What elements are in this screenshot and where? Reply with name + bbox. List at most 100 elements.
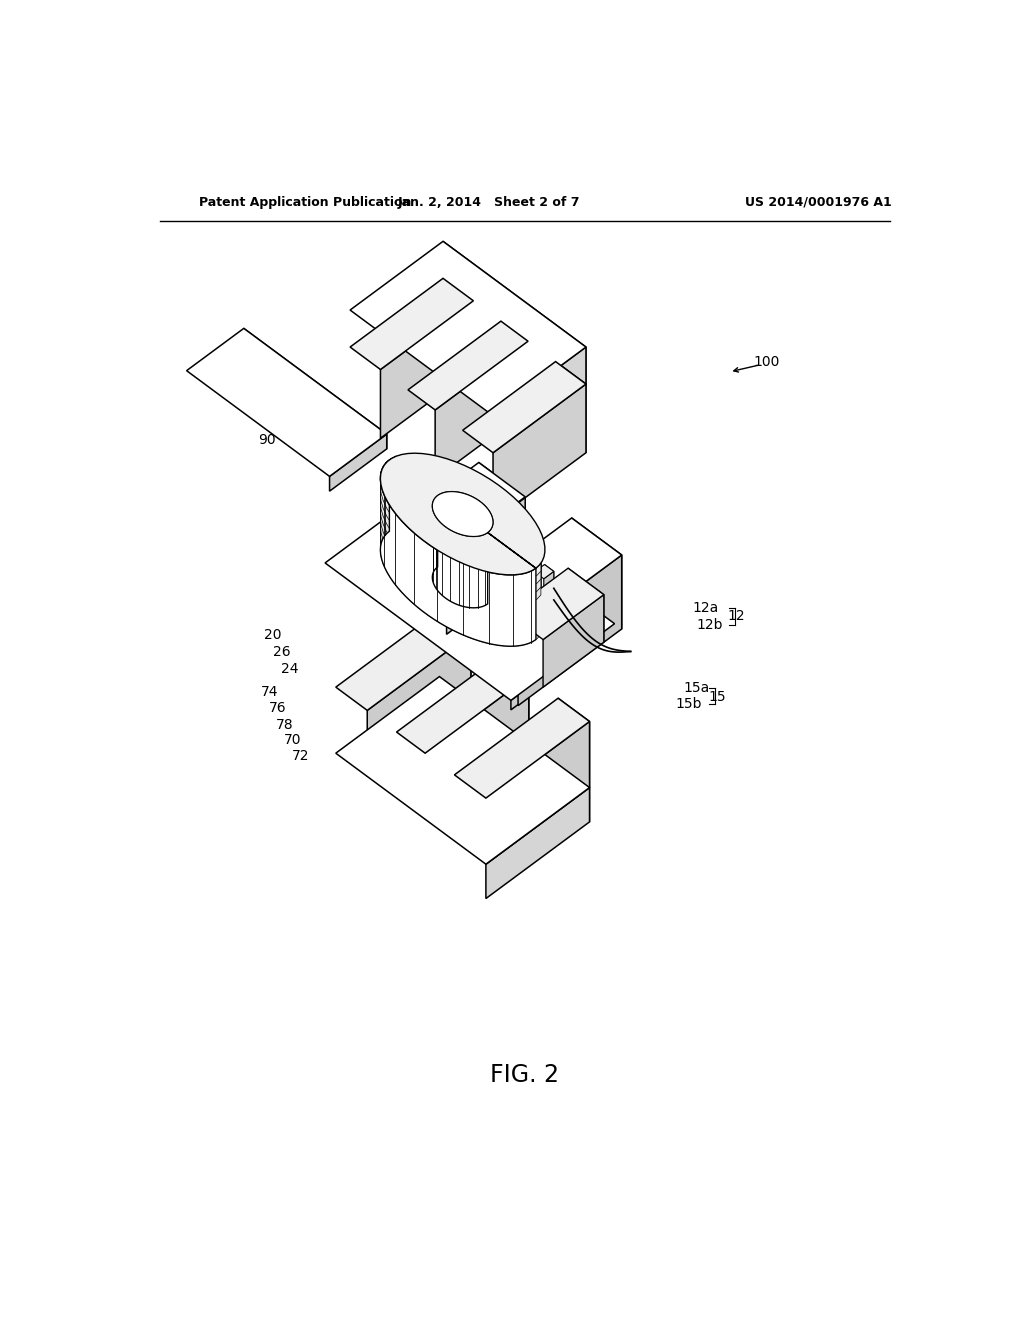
Polygon shape <box>454 498 463 528</box>
Polygon shape <box>429 480 438 545</box>
Polygon shape <box>574 587 584 618</box>
Polygon shape <box>407 516 416 570</box>
Polygon shape <box>414 479 427 548</box>
Polygon shape <box>336 677 590 865</box>
Polygon shape <box>380 453 545 574</box>
Polygon shape <box>574 594 584 626</box>
Polygon shape <box>418 525 427 579</box>
Polygon shape <box>436 496 451 564</box>
Polygon shape <box>380 457 541 583</box>
Text: 22: 22 <box>395 709 413 723</box>
Polygon shape <box>466 524 475 556</box>
Polygon shape <box>380 459 536 647</box>
Polygon shape <box>441 488 451 554</box>
Polygon shape <box>336 610 471 710</box>
Polygon shape <box>481 543 501 557</box>
Text: 40: 40 <box>465 814 482 828</box>
Text: 40: 40 <box>558 341 575 355</box>
Polygon shape <box>493 347 586 453</box>
Polygon shape <box>330 434 387 491</box>
Polygon shape <box>513 549 523 579</box>
Polygon shape <box>453 504 463 535</box>
Polygon shape <box>404 473 427 490</box>
Polygon shape <box>425 540 438 598</box>
Polygon shape <box>474 520 493 533</box>
Polygon shape <box>441 541 451 597</box>
Polygon shape <box>556 362 586 453</box>
Polygon shape <box>443 498 463 511</box>
Polygon shape <box>483 527 493 557</box>
Text: 100: 100 <box>754 355 780 368</box>
Polygon shape <box>558 698 590 788</box>
Polygon shape <box>429 533 438 587</box>
Polygon shape <box>504 543 523 556</box>
Polygon shape <box>441 506 451 537</box>
Polygon shape <box>427 541 451 558</box>
Text: 11: 11 <box>539 566 556 579</box>
Text: 15a: 15a <box>683 681 710 694</box>
Polygon shape <box>487 548 570 663</box>
Polygon shape <box>380 457 541 623</box>
Polygon shape <box>463 362 586 453</box>
Polygon shape <box>518 554 622 706</box>
Polygon shape <box>396 656 528 754</box>
Polygon shape <box>380 457 541 591</box>
Text: Jan. 2, 2014   Sheet 2 of 7: Jan. 2, 2014 Sheet 2 of 7 <box>398 195 581 209</box>
Polygon shape <box>425 677 528 820</box>
Text: 78: 78 <box>276 718 294 731</box>
Polygon shape <box>544 572 554 602</box>
Polygon shape <box>493 384 586 521</box>
Polygon shape <box>380 457 541 647</box>
Polygon shape <box>545 565 554 595</box>
Polygon shape <box>446 496 525 635</box>
Polygon shape <box>466 532 475 562</box>
Text: 72: 72 <box>292 748 309 763</box>
Polygon shape <box>380 457 541 599</box>
Polygon shape <box>325 486 614 701</box>
Polygon shape <box>455 698 590 799</box>
Polygon shape <box>506 561 525 576</box>
Polygon shape <box>380 457 541 639</box>
Polygon shape <box>571 517 622 630</box>
Polygon shape <box>511 624 614 710</box>
Polygon shape <box>487 601 602 686</box>
Polygon shape <box>436 549 451 606</box>
Polygon shape <box>565 587 584 601</box>
Polygon shape <box>479 462 525 576</box>
Polygon shape <box>490 550 501 581</box>
Polygon shape <box>425 487 438 556</box>
Text: FIG. 2: FIG. 2 <box>490 1063 559 1088</box>
Polygon shape <box>380 457 541 631</box>
Text: 20: 20 <box>264 628 282 642</box>
Text: 12b: 12b <box>696 618 723 632</box>
Polygon shape <box>400 462 525 554</box>
Polygon shape <box>535 565 554 578</box>
Text: 26: 26 <box>273 645 291 660</box>
Text: 15: 15 <box>708 690 726 704</box>
Polygon shape <box>418 473 427 537</box>
Polygon shape <box>381 301 473 438</box>
Polygon shape <box>443 242 586 384</box>
Polygon shape <box>350 279 473 370</box>
Text: 12: 12 <box>728 609 745 623</box>
Polygon shape <box>568 568 604 643</box>
Text: US 2014/0001976 A1: US 2014/0001976 A1 <box>745 195 892 209</box>
Polygon shape <box>432 491 493 536</box>
Text: 30: 30 <box>431 733 449 747</box>
Text: 74: 74 <box>260 685 278 700</box>
Polygon shape <box>468 517 622 632</box>
Polygon shape <box>392 463 416 480</box>
Polygon shape <box>516 561 525 593</box>
Polygon shape <box>431 506 451 520</box>
Polygon shape <box>501 321 528 411</box>
Polygon shape <box>435 342 528 479</box>
Polygon shape <box>186 329 387 477</box>
Text: 13: 13 <box>387 550 406 564</box>
Text: 10: 10 <box>573 577 591 591</box>
Polygon shape <box>515 569 525 599</box>
Polygon shape <box>380 457 541 615</box>
Text: 76: 76 <box>268 701 286 715</box>
Polygon shape <box>432 495 487 607</box>
Polygon shape <box>439 610 471 700</box>
Text: 15b: 15b <box>676 697 702 711</box>
